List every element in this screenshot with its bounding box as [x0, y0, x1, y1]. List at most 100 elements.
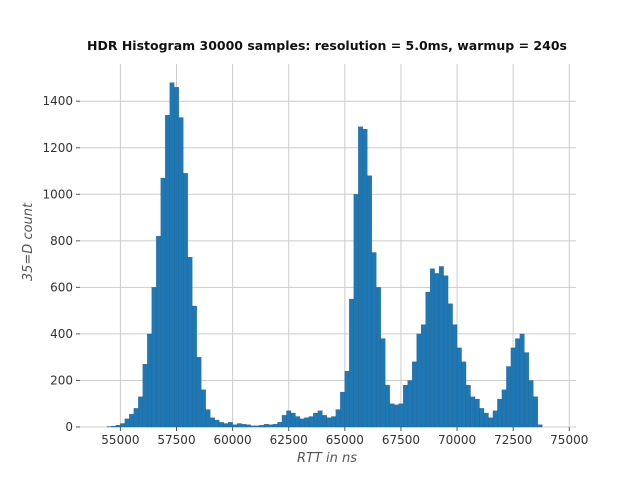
histogram-bar	[367, 175, 372, 428]
histogram-bar	[407, 380, 413, 428]
histogram-bar	[210, 417, 215, 428]
histogram-bar	[174, 87, 179, 428]
histogram-bar	[340, 391, 345, 428]
histogram-bar	[456, 347, 462, 428]
histogram-bar	[129, 414, 135, 428]
histogram-bar	[236, 423, 242, 428]
histogram-bar	[120, 423, 126, 428]
x-axis-ticks: 55000 57500 60000 62500 65000 67500 70000 72500…	[101, 427, 588, 447]
histogram-bar	[376, 287, 381, 428]
histogram-bar	[497, 398, 503, 428]
histogram-bar	[470, 396, 476, 428]
histogram-bar	[492, 410, 498, 428]
histogram-bar	[353, 194, 359, 428]
histogram-bar	[245, 424, 251, 428]
histogram-bar	[304, 417, 310, 428]
histogram-bar	[349, 298, 354, 428]
histogram-bar	[510, 347, 516, 428]
histogram-bar	[398, 403, 404, 428]
histogram-bar	[196, 357, 202, 428]
histogram-bar	[160, 177, 166, 428]
histogram-bar	[232, 424, 238, 428]
histogram-bar	[416, 333, 422, 428]
y-tick-label: 400	[50, 327, 73, 341]
histogram-bar	[412, 361, 417, 428]
histogram-bar	[394, 404, 399, 428]
y-tick-label: 1400	[42, 94, 73, 108]
histogram-bar	[528, 380, 534, 428]
histogram-bar	[147, 333, 152, 428]
histogram-bar	[165, 115, 170, 428]
histogram-bar	[111, 425, 117, 428]
histogram-bar	[420, 324, 426, 428]
histogram-bar	[533, 396, 538, 428]
y-tick-label: 0	[65, 420, 73, 434]
x-axis-label: RTT in ns	[297, 451, 357, 466]
x-tick-label: 67500	[382, 433, 420, 447]
histogram-bar	[331, 416, 337, 428]
histogram-bar	[250, 425, 256, 428]
histogram-bar	[335, 409, 341, 428]
histogram-bar	[403, 384, 408, 428]
histogram-bar	[524, 352, 530, 428]
x-tick-label: 65000	[326, 433, 364, 447]
histogram-bar	[142, 364, 148, 428]
histogram-bar	[268, 424, 274, 428]
histogram-bar	[254, 425, 260, 428]
histogram-bar	[115, 424, 121, 428]
histogram-bar	[151, 287, 157, 428]
histogram-bar	[313, 412, 319, 428]
histogram-bar	[322, 415, 328, 428]
histogram-bar	[474, 398, 480, 428]
histogram-bar	[326, 417, 332, 428]
histogram-bar	[519, 333, 525, 428]
histogram-bar	[299, 418, 305, 428]
histogram-bar	[362, 129, 368, 428]
histogram-bar	[201, 389, 206, 428]
histogram-bar	[389, 403, 395, 428]
histogram-bar	[425, 291, 431, 428]
y-tick-label: 600	[50, 280, 73, 294]
histogram-bar	[344, 371, 350, 428]
histogram-bar	[241, 424, 247, 428]
histogram-bar	[178, 117, 184, 428]
histogram-bar	[227, 422, 233, 428]
chart-title: HDR Histogram 30000 samples: resolution …	[87, 38, 567, 53]
y-tick-label: 800	[50, 234, 73, 248]
histogram-bar	[434, 273, 440, 428]
histogram-bar	[187, 256, 193, 428]
histogram-bar	[286, 410, 292, 428]
histogram-bar	[259, 424, 265, 428]
histogram-bar	[223, 423, 229, 428]
histogram-bar	[501, 389, 507, 428]
x-tick-label: 55000	[101, 433, 139, 447]
histogram-bar	[515, 338, 521, 428]
y-axis-ticks: 0 200 400 600 800 1000 1200 1400	[42, 94, 80, 434]
histogram-bar	[124, 418, 130, 428]
x-tick-label: 60000	[214, 433, 252, 447]
x-tick-label: 57500	[157, 433, 195, 447]
histogram-bar	[277, 422, 283, 428]
y-tick-label: 1200	[42, 141, 73, 155]
histogram-bar	[358, 126, 363, 428]
histogram-bar	[169, 82, 175, 428]
histogram-bar	[192, 305, 197, 428]
histogram-bar	[308, 416, 314, 428]
histogram-bar	[447, 303, 453, 428]
histogram-bar	[461, 361, 467, 428]
histogram-bar	[438, 266, 444, 428]
histogram-bar	[317, 410, 323, 428]
histogram-bar	[295, 416, 301, 428]
histogram-bar	[488, 417, 494, 428]
histogram-bar	[452, 324, 458, 428]
histogram-bar	[479, 408, 485, 428]
x-tick-label: 62500	[270, 433, 308, 447]
histogram-bar	[214, 419, 220, 428]
y-axis-label: 35=D count	[21, 202, 36, 281]
histogram-bar	[429, 268, 435, 428]
histogram-bar	[537, 424, 543, 428]
x-tick-label: 72500	[494, 433, 532, 447]
histogram-bar	[483, 412, 489, 428]
